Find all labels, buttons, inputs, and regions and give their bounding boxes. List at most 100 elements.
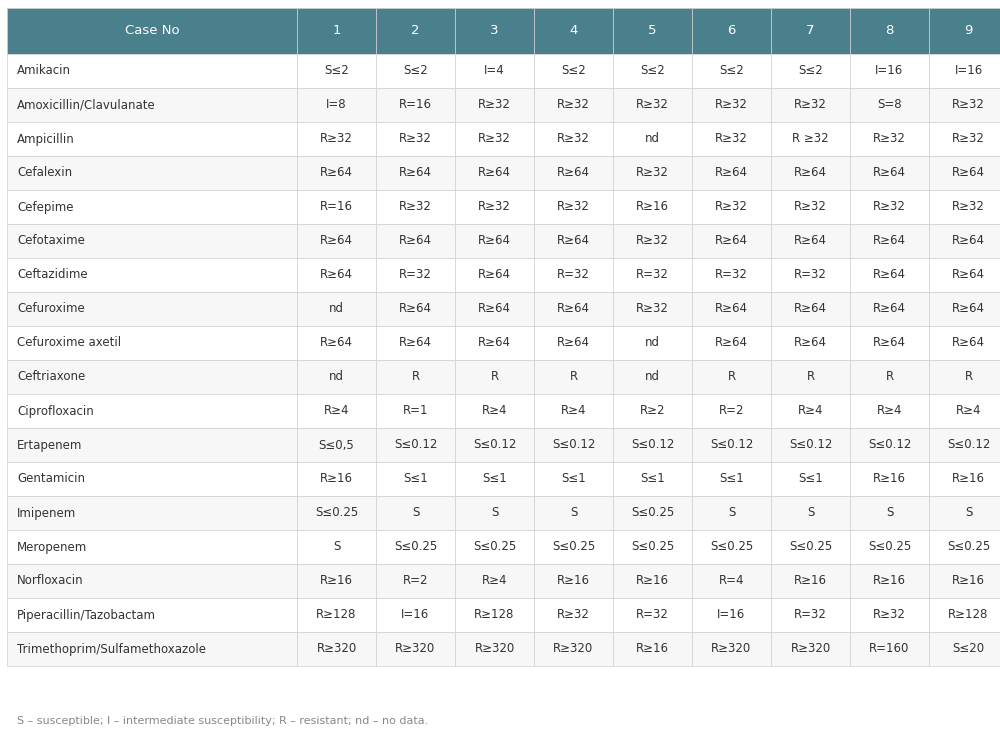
- Bar: [613, 224, 692, 258]
- Bar: [850, 598, 929, 632]
- Text: R≥64: R≥64: [952, 166, 985, 180]
- Text: R≥16: R≥16: [873, 472, 906, 486]
- Bar: [929, 54, 1000, 88]
- Text: R: R: [806, 370, 815, 384]
- Bar: [455, 462, 534, 496]
- Bar: [376, 292, 455, 326]
- Bar: [692, 156, 771, 190]
- Text: R≥64: R≥64: [557, 235, 590, 247]
- Bar: [534, 462, 613, 496]
- Bar: [850, 496, 929, 530]
- Text: R≥32: R≥32: [557, 133, 590, 145]
- Text: R≥32: R≥32: [557, 609, 590, 621]
- Text: R≥64: R≥64: [557, 337, 590, 349]
- Bar: [534, 88, 613, 122]
- Bar: [613, 632, 692, 666]
- Text: S≤0.25: S≤0.25: [789, 541, 832, 554]
- Text: R≥32: R≥32: [320, 133, 353, 145]
- Text: R≥64: R≥64: [952, 268, 985, 282]
- Bar: [613, 88, 692, 122]
- Bar: [850, 632, 929, 666]
- Text: R=32: R=32: [794, 609, 827, 621]
- Bar: [7, 54, 297, 88]
- Text: S≤0.25: S≤0.25: [394, 541, 437, 554]
- Text: R≥64: R≥64: [794, 235, 827, 247]
- Bar: [534, 530, 613, 564]
- Bar: [455, 360, 534, 394]
- Bar: [929, 190, 1000, 224]
- Bar: [376, 190, 455, 224]
- Bar: [929, 292, 1000, 326]
- Text: R≥2: R≥2: [640, 405, 665, 417]
- Text: R: R: [964, 370, 973, 384]
- Text: Cefuroxime axetil: Cefuroxime axetil: [17, 337, 121, 349]
- Bar: [771, 598, 850, 632]
- Bar: [7, 496, 297, 530]
- Bar: [7, 598, 297, 632]
- Text: R≥16: R≥16: [952, 472, 985, 486]
- Bar: [850, 530, 929, 564]
- Bar: [613, 496, 692, 530]
- Bar: [455, 54, 534, 88]
- Bar: [376, 394, 455, 428]
- Bar: [534, 258, 613, 292]
- Text: S: S: [412, 507, 419, 519]
- Text: S≤0.25: S≤0.25: [552, 541, 595, 554]
- Text: nd: nd: [645, 370, 660, 384]
- Bar: [613, 258, 692, 292]
- Text: S≤1: S≤1: [561, 472, 586, 486]
- Text: S≤1: S≤1: [640, 472, 665, 486]
- Text: S≤0.25: S≤0.25: [947, 541, 990, 554]
- Bar: [692, 292, 771, 326]
- Text: S≤1: S≤1: [798, 472, 823, 486]
- Bar: [7, 156, 297, 190]
- Text: S≤0.25: S≤0.25: [631, 541, 674, 554]
- Bar: [297, 326, 376, 360]
- Text: R≥32: R≥32: [952, 98, 985, 112]
- Bar: [613, 8, 692, 54]
- Bar: [850, 122, 929, 156]
- Text: R≥16: R≥16: [320, 472, 353, 486]
- Bar: [929, 598, 1000, 632]
- Text: R≥64: R≥64: [715, 337, 748, 349]
- Text: S≤0.12: S≤0.12: [631, 439, 674, 451]
- Text: R≥64: R≥64: [952, 235, 985, 247]
- Bar: [376, 360, 455, 394]
- Text: S≤0.25: S≤0.25: [868, 541, 911, 554]
- Text: Cefepime: Cefepime: [17, 200, 74, 214]
- Bar: [455, 156, 534, 190]
- Bar: [929, 462, 1000, 496]
- Bar: [376, 428, 455, 462]
- Bar: [850, 258, 929, 292]
- Text: R≥64: R≥64: [399, 302, 432, 315]
- Text: Ampicillin: Ampicillin: [17, 133, 75, 145]
- Text: R≥16: R≥16: [320, 574, 353, 588]
- Text: R: R: [411, 370, 420, 384]
- Bar: [771, 564, 850, 598]
- Text: S≤2: S≤2: [561, 65, 586, 77]
- Bar: [534, 190, 613, 224]
- Text: Ceftazidime: Ceftazidime: [17, 268, 88, 282]
- Bar: [692, 598, 771, 632]
- Text: S: S: [886, 507, 893, 519]
- Bar: [534, 224, 613, 258]
- Text: R: R: [490, 370, 499, 384]
- Text: S: S: [333, 541, 340, 554]
- Text: S – susceptible; I – intermediate susceptibility; R – resistant; nd – no data.: S – susceptible; I – intermediate suscep…: [17, 716, 428, 726]
- Bar: [613, 54, 692, 88]
- Text: R≥32: R≥32: [478, 200, 511, 214]
- Text: Piperacillin/Tazobactam: Piperacillin/Tazobactam: [17, 609, 156, 621]
- Bar: [376, 122, 455, 156]
- Text: 3: 3: [490, 25, 499, 37]
- Text: R≥4: R≥4: [482, 574, 507, 588]
- Bar: [297, 496, 376, 530]
- Text: nd: nd: [645, 337, 660, 349]
- Text: Imipenem: Imipenem: [17, 507, 76, 519]
- Text: S≤0.25: S≤0.25: [710, 541, 753, 554]
- Text: 6: 6: [727, 25, 736, 37]
- Text: I=16: I=16: [401, 609, 430, 621]
- Bar: [692, 496, 771, 530]
- Text: R≥64: R≥64: [715, 235, 748, 247]
- Text: I=16: I=16: [717, 609, 746, 621]
- Bar: [7, 564, 297, 598]
